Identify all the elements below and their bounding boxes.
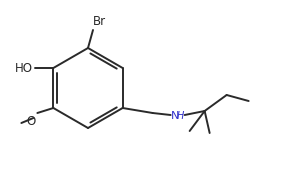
Text: O: O (26, 115, 35, 128)
Text: HO: HO (15, 62, 33, 74)
Text: N: N (170, 111, 179, 121)
Text: Br: Br (93, 15, 106, 28)
Text: H: H (177, 111, 184, 121)
